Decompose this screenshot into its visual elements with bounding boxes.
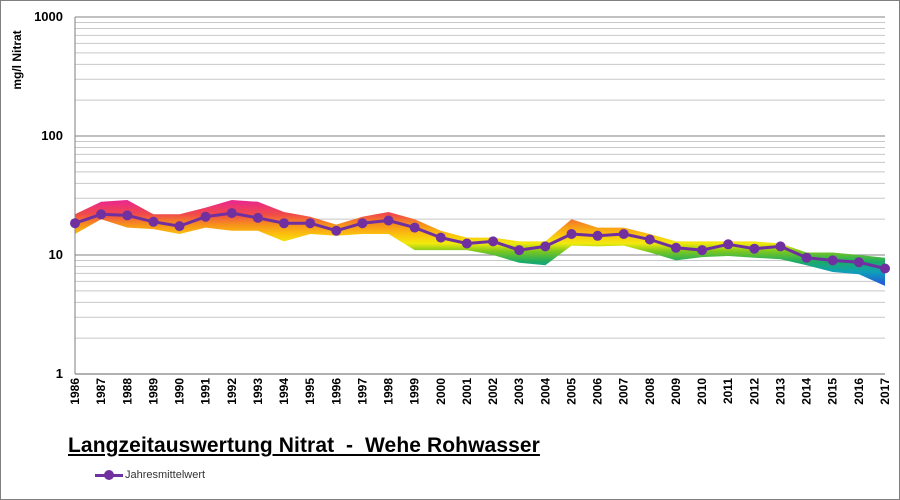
x-tick-label: 1997 xyxy=(355,378,369,405)
x-tick-label: 2001 xyxy=(460,378,474,405)
y-tick-label: 1000 xyxy=(34,9,63,24)
y-tick-label: 10 xyxy=(49,247,63,262)
data-point xyxy=(461,238,472,249)
x-tick-label: 1989 xyxy=(146,378,160,405)
x-tick-label: 2014 xyxy=(800,378,814,405)
data-point xyxy=(775,241,786,252)
legend: Jahresmittelwert xyxy=(95,466,205,484)
y-tick-labels: 1 10 100 1000 xyxy=(34,9,63,381)
data-point xyxy=(174,221,185,232)
y-tick-label: 1 xyxy=(56,366,63,381)
x-tick-label: 1993 xyxy=(251,378,265,405)
data-point xyxy=(148,216,159,227)
legend-line-marker-icon xyxy=(95,469,123,481)
x-tick-label: 2016 xyxy=(852,378,866,405)
data-point xyxy=(644,234,655,245)
data-point xyxy=(96,209,107,220)
grid-lines xyxy=(75,16,885,375)
chart-title: Langzeitauswertung Nitrat - Wehe Rohwass… xyxy=(68,434,540,457)
x-tick-label: 1990 xyxy=(173,378,187,405)
x-tick-label: 2015 xyxy=(826,378,840,405)
data-point xyxy=(801,252,812,263)
data-point xyxy=(566,229,577,239)
x-tick-label: 1996 xyxy=(329,378,343,405)
x-tick-label: 2011 xyxy=(721,378,735,404)
data-point xyxy=(723,239,734,250)
x-tick-label: 1995 xyxy=(303,378,317,405)
x-tick-label: 1987 xyxy=(94,378,108,405)
data-point xyxy=(697,245,708,256)
x-tick-label: 2009 xyxy=(669,378,683,405)
x-tick-label: 1991 xyxy=(199,378,213,405)
data-point xyxy=(435,232,446,243)
x-tick-label: 2005 xyxy=(565,378,579,405)
legend-label: Jahresmittelwert xyxy=(125,469,206,481)
data-point xyxy=(592,230,603,241)
series-points xyxy=(70,208,890,274)
x-tick-label: 1998 xyxy=(382,378,396,405)
data-point xyxy=(827,255,838,266)
data-point xyxy=(853,257,864,268)
x-tick-label: 2003 xyxy=(512,378,526,405)
x-tick-label: 2008 xyxy=(643,378,657,405)
x-tick-label: 2004 xyxy=(538,378,552,405)
data-point xyxy=(383,215,394,226)
data-point xyxy=(618,229,629,239)
data-point xyxy=(671,242,681,253)
y-axis-label: mg/l Nitrat xyxy=(10,30,24,89)
data-point xyxy=(357,218,368,229)
x-tick-label: 2013 xyxy=(774,378,788,405)
data-point xyxy=(514,245,525,256)
data-point xyxy=(252,212,263,223)
axes xyxy=(74,17,885,375)
data-point xyxy=(880,263,890,274)
data-point xyxy=(200,211,211,222)
data-point xyxy=(122,210,133,221)
y-tick-label: 100 xyxy=(41,128,63,143)
data-point xyxy=(409,222,420,233)
x-tick-label: 2012 xyxy=(747,378,761,405)
x-tick-label: 1988 xyxy=(120,378,134,405)
x-tick-label: 1999 xyxy=(408,378,422,405)
x-tick-label: 1994 xyxy=(277,378,291,405)
data-point xyxy=(279,218,289,229)
data-point xyxy=(305,218,316,229)
data-point xyxy=(331,225,342,236)
x-tick-label: 2002 xyxy=(486,378,500,405)
x-tick-label: 2006 xyxy=(591,378,605,405)
x-tick-label: 2010 xyxy=(695,378,709,405)
data-point xyxy=(540,241,551,252)
x-tick-label: 2000 xyxy=(434,378,448,405)
x-tick-labels: 1986 1987 1988 1989 1990 1991 1992 1993 1994 1995… xyxy=(68,378,892,405)
x-tick-label: 2007 xyxy=(617,378,631,405)
x-tick-label: 2017 xyxy=(878,378,892,405)
data-point xyxy=(488,236,499,247)
data-point xyxy=(749,243,760,254)
x-tick-label: 1986 xyxy=(68,378,82,405)
data-point xyxy=(70,218,80,229)
data-point xyxy=(226,208,237,219)
x-tick-label: 1992 xyxy=(225,378,239,405)
